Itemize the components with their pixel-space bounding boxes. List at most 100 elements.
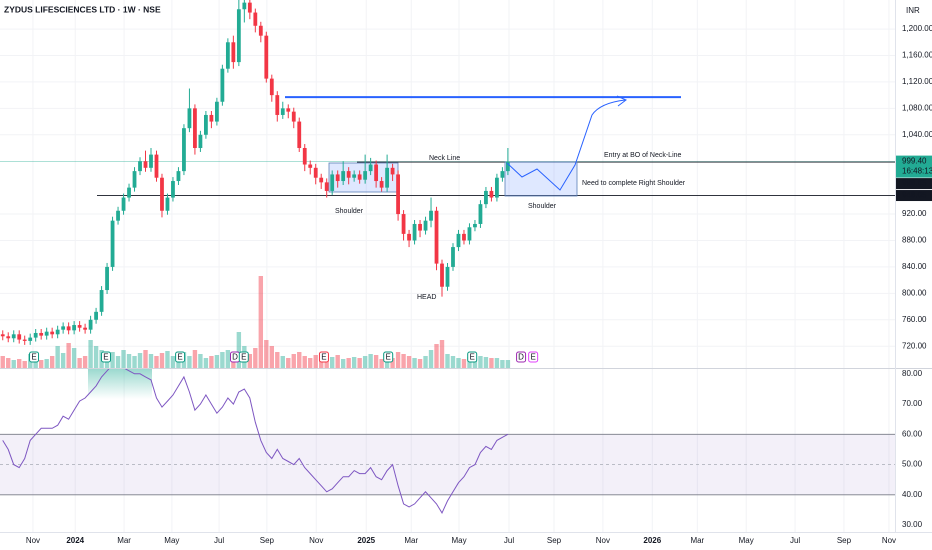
volume-bar — [137, 353, 143, 368]
right-shoulder-label: Shoulder — [528, 203, 557, 210]
y-tick-label: 1,120.00 — [902, 77, 932, 86]
candle-body — [198, 134, 203, 148]
volume-bar — [209, 356, 214, 368]
candle-body — [50, 331, 55, 335]
candle-body — [258, 25, 263, 36]
event-label: E — [177, 353, 182, 362]
volume-bar — [373, 355, 379, 368]
y-tick-label: 800.00 — [902, 288, 927, 297]
candle-body — [280, 108, 285, 115]
candle-body — [269, 78, 274, 96]
level-label: 998.65 — [902, 179, 927, 188]
volume-bar — [121, 350, 126, 368]
candle-body — [225, 42, 230, 69]
candle-body — [302, 147, 307, 165]
candle-body — [297, 121, 302, 148]
candle-body — [99, 290, 104, 312]
volume-bar — [6, 358, 11, 368]
candle-body — [489, 190, 494, 198]
candle-body — [253, 12, 258, 26]
candle-body — [44, 331, 49, 336]
volume-bar — [115, 356, 121, 368]
candle-body — [171, 181, 175, 198]
candle-body — [22, 339, 27, 341]
candle-body — [0, 334, 5, 337]
volume-bar — [17, 359, 22, 368]
volume-bar — [280, 356, 285, 368]
volume-bar — [434, 344, 439, 368]
candle-body — [374, 164, 379, 182]
currency-label: INR — [906, 6, 920, 15]
candle-layer — [0, 0, 510, 345]
candle-body — [346, 171, 351, 178]
candle-body — [33, 332, 38, 338]
y-tick-label: 720.00 — [902, 341, 927, 350]
x-tick-label: May — [451, 536, 466, 545]
candle-body — [379, 181, 384, 188]
candle-body — [401, 214, 406, 234]
candle-body — [88, 319, 93, 330]
x-tick-label: Mar — [404, 536, 418, 545]
candle-body — [423, 220, 428, 231]
candle-body — [429, 210, 433, 221]
volume-bar — [203, 358, 209, 368]
level-badge — [896, 190, 932, 202]
candle-body — [440, 263, 444, 287]
candle-body — [319, 177, 324, 183]
x-tick-label: Nov — [882, 536, 896, 545]
rsi-tick-label: 80.00 — [902, 369, 923, 378]
candle-body — [61, 326, 66, 330]
candle-body — [462, 233, 466, 241]
candle-body — [11, 334, 16, 339]
volume-bar — [319, 358, 324, 368]
event-badge — [467, 351, 478, 363]
volume-bar — [192, 350, 198, 368]
candle-body — [116, 210, 120, 221]
rsi-tick-label: 40.00 — [902, 490, 923, 499]
volume-bar — [329, 357, 335, 368]
candle-body — [72, 325, 77, 331]
volume-bar — [159, 353, 165, 368]
volume-bar — [351, 357, 357, 368]
volume-bar — [82, 356, 88, 368]
volume-bar — [220, 352, 225, 368]
volume-bar — [406, 356, 412, 368]
candle-body — [363, 171, 368, 180]
volume-bar — [445, 354, 450, 368]
event-label: D — [232, 353, 238, 362]
candle-body — [121, 197, 126, 211]
candle-body — [313, 167, 318, 178]
last-price-label: 999.40 — [902, 157, 927, 166]
event-label: E — [470, 353, 475, 362]
level-badge — [896, 178, 932, 190]
event-badge — [516, 351, 527, 363]
volume-bar — [297, 352, 302, 368]
left-shoulder-label: Shoulder — [335, 208, 364, 215]
y-tick-label: 1,080.00 — [902, 103, 932, 112]
x-tick-label: 2025 — [357, 536, 375, 545]
volume-bar — [291, 354, 296, 368]
candle-body — [308, 164, 313, 168]
candle-body — [352, 174, 357, 178]
x-tick-label: 2024 — [66, 536, 84, 545]
x-tick-label: May — [164, 536, 179, 545]
right-shoulder-box — [504, 161, 578, 197]
candle-body — [143, 161, 148, 168]
event-label: E — [241, 353, 246, 362]
event-badge — [318, 351, 329, 363]
projection-arrowhead — [616, 95, 627, 107]
candle-body — [418, 223, 422, 231]
candle-body — [149, 154, 153, 168]
candle-body — [368, 164, 373, 172]
candle-body — [176, 171, 181, 182]
event-badge — [238, 351, 249, 363]
volume-bar — [340, 359, 346, 368]
candle-body — [138, 161, 142, 172]
volume-bar — [154, 356, 159, 368]
candle-body — [264, 35, 269, 79]
x-tick-label: Sep — [260, 536, 275, 545]
volume-bar — [450, 356, 456, 368]
volume-bar — [357, 358, 362, 368]
candle-body — [396, 174, 400, 215]
volume-bar — [286, 358, 291, 368]
